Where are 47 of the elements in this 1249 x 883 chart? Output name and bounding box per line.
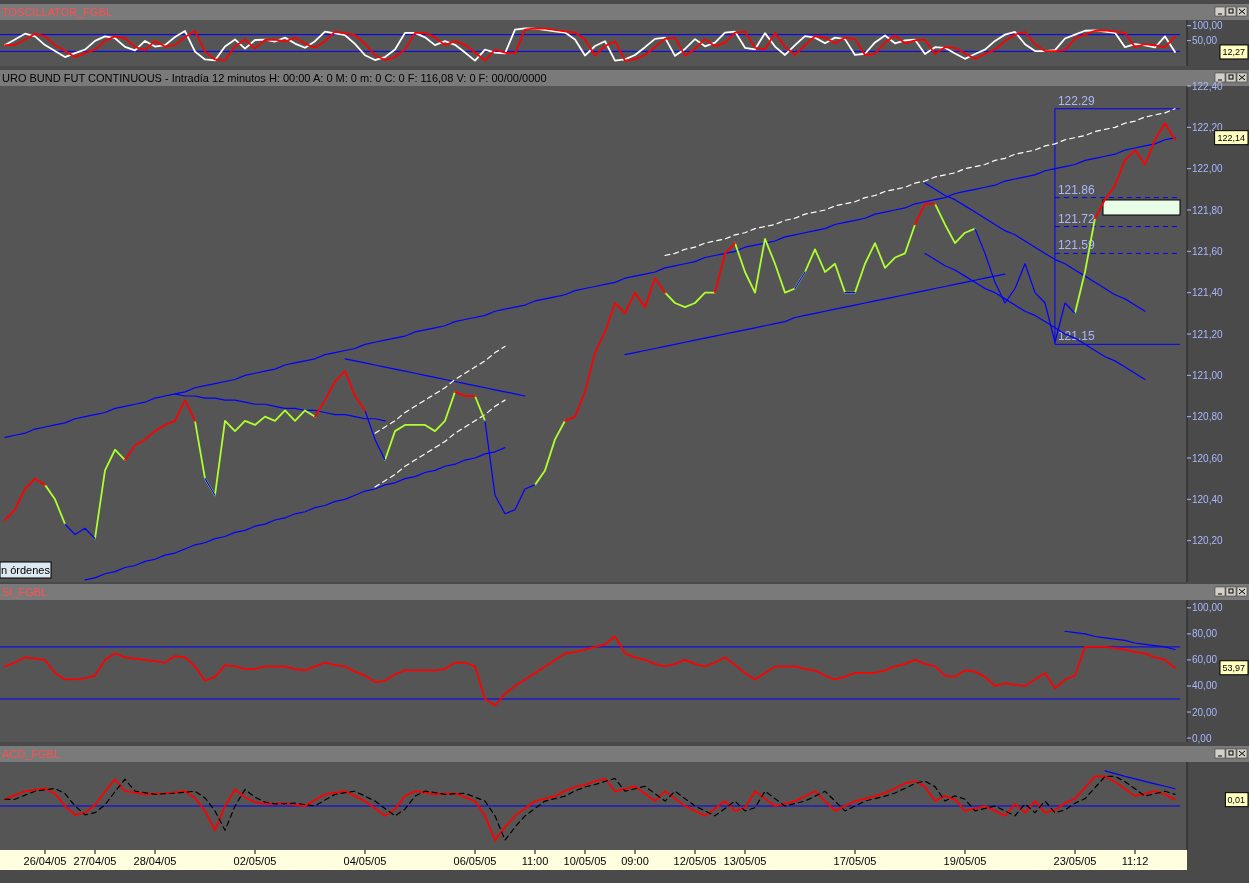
x-tick-label: 09:00 <box>621 855 649 867</box>
x-tick-label: 28/04/05 <box>133 855 177 867</box>
x-tick-label: 26/04/05 <box>23 855 67 867</box>
text: 122,14 <box>1217 133 1245 144</box>
x-tick-label: 27/04/05 <box>73 855 117 867</box>
annotation: n órdenes <box>1 564 51 576</box>
x-tick-label: 19/05/05 <box>943 855 987 867</box>
x-tick-label: 11:00 <box>521 855 549 867</box>
y-tick-label: 60,00 <box>1192 654 1218 666</box>
y-tick-label: 122,40 <box>1192 80 1224 92</box>
x-tick-label: 13/05/05 <box>723 855 767 867</box>
y-tick-label: 80,00 <box>1192 628 1218 640</box>
y-tick-label: 121,20 <box>1192 328 1224 340</box>
ref-line-label: 122.29 <box>1057 93 1095 108</box>
y-tick-label: 122,00 <box>1192 163 1224 175</box>
y-tick-label: 120,40 <box>1192 493 1224 505</box>
x-tick-label: 02/05/05 <box>233 855 277 867</box>
ref-line-label: 121.86 <box>1057 182 1095 197</box>
x-tick-label: 23/05/05 <box>1053 855 1097 867</box>
x-tick-label: 11:12 <box>1121 855 1149 867</box>
y-tick-label: 20,00 <box>1192 706 1218 718</box>
y-tick-label: 120,20 <box>1192 535 1224 547</box>
x-tick-label: 12/05/05 <box>673 855 717 867</box>
y-tick-label: 100,00 <box>1192 20 1224 32</box>
x-tick-label: 10/05/05 <box>563 855 607 867</box>
text: 53,97 <box>1222 663 1245 674</box>
y-tick-label: 120,80 <box>1192 411 1224 423</box>
y-tick-label: 121,00 <box>1192 369 1224 381</box>
y-tick-label: 40,00 <box>1192 680 1218 692</box>
x-tick-label: 17/05/05 <box>833 855 877 867</box>
chart-title: ACD_FGBL <box>2 748 61 760</box>
y-tick-label: 121,40 <box>1192 287 1224 299</box>
chart-title: SI_FGBL <box>2 586 48 598</box>
text: 0,01 <box>1227 795 1245 806</box>
y-tick-label: 121,60 <box>1192 245 1224 257</box>
y-tick-label: 120,60 <box>1192 452 1224 464</box>
y-tick-label: 121,80 <box>1192 204 1224 216</box>
y-tick-label: 100,00 <box>1192 602 1224 614</box>
y-tick-label: 122,20 <box>1192 121 1224 133</box>
y-tick-label: 50,00 <box>1192 35 1218 47</box>
text: 12,27 <box>1222 47 1245 58</box>
x-tick-label: 04/05/05 <box>343 855 387 867</box>
chart-title: URO BUND FUT CONTINUOUS - Intradía 12 minutos H: 00:00 A: 0 M: 0 m: 0 C: 0 F: 116,08 V: 0 F: 00/00/0000 <box>2 72 547 84</box>
ref-line-label: 121.72 <box>1057 211 1095 226</box>
y-tick-label: 0,00 <box>1192 732 1212 744</box>
x-tick-label: 06/05/05 <box>453 855 497 867</box>
chart-title: TOSCILLATOR_FGBL <box>2 6 113 18</box>
